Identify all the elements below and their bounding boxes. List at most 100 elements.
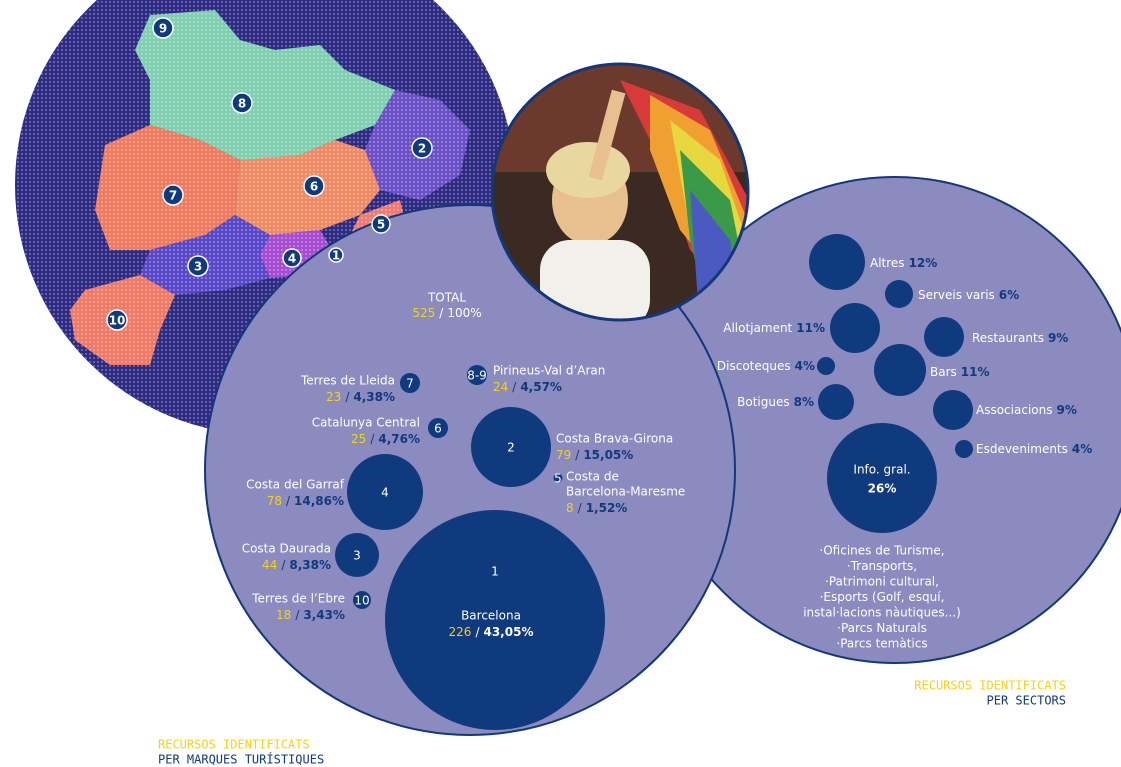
- sector-bubble: [955, 440, 973, 458]
- map-marker-label: 1: [332, 249, 340, 263]
- value-line: 8 /1,52%: [566, 501, 627, 515]
- map-marker-label: 8: [238, 97, 246, 111]
- caption-line: RECURSOS IDENTIFICATS: [914, 679, 1066, 693]
- brand-id: 6: [434, 422, 442, 436]
- map-marker-label: 7: [169, 189, 177, 203]
- sector-percent: 6%: [999, 288, 1019, 302]
- brand-id: 1: [491, 565, 499, 579]
- brand-id: 5: [554, 472, 562, 486]
- brand-id: 2: [507, 441, 515, 455]
- map-marker: [328, 247, 344, 263]
- brand-id: 10: [354, 594, 369, 608]
- sector-percent: 11%: [961, 365, 990, 379]
- value-line: 25 /4,76%: [351, 432, 420, 446]
- map-marker-label: 4: [288, 252, 296, 266]
- sector-name: Bars: [930, 365, 957, 379]
- brand-id: 3: [353, 549, 361, 563]
- count: 18: [276, 608, 291, 622]
- separator: /: [439, 306, 444, 320]
- value-line: 24 /4,57%: [493, 380, 562, 394]
- brand-name: Costa Brava-Girona: [556, 432, 673, 446]
- sector-bubble: [924, 317, 964, 357]
- value-line: 79 /15,05%: [556, 448, 633, 462]
- brand-name: Terres de l’Ebre: [251, 592, 345, 606]
- value-line: 23 /4,38%: [326, 390, 395, 404]
- brand-id: 8-9: [467, 369, 487, 383]
- caption-line: PER MARQUES TURÍSTIQUES: [158, 752, 324, 767]
- percent: 1,52%: [586, 501, 628, 515]
- sector-percent: 11%: [796, 321, 825, 335]
- brand-bubble: [385, 510, 605, 730]
- sector-note: ·Transports,: [847, 559, 917, 573]
- sector-bubble: [809, 234, 865, 290]
- sector-label: Esdeveniments 4%: [976, 442, 1092, 456]
- sector-label: Bars 11%: [930, 365, 990, 379]
- sector-label: Altres 12%: [870, 256, 937, 270]
- percent: 4,38%: [353, 390, 395, 404]
- map-marker-label: 6: [310, 180, 318, 194]
- sector-note: ·Parcs temàtics: [836, 637, 927, 651]
- sector-note: ·Oficines de Turisme,: [819, 544, 944, 558]
- sector-percent: 12%: [909, 256, 938, 270]
- value-line: 78 /14,86%: [267, 494, 344, 508]
- percent: 3,43%: [303, 608, 345, 622]
- sector-note: ·Parcs Naturals: [837, 621, 927, 635]
- sector-label: Associacions 9%: [976, 403, 1077, 417]
- sector-bubble: [874, 344, 926, 396]
- sector-label: Serveis varis 6%: [918, 288, 1019, 302]
- sector-name: Allotjament: [723, 321, 792, 335]
- sector-percent: 9%: [1056, 403, 1076, 417]
- sector-note: instal·lacions nàutiques...): [803, 606, 961, 620]
- separator: /: [345, 390, 350, 404]
- caption-line: RECURSOS IDENTIFICATS: [158, 738, 310, 752]
- sector-bubble: [827, 423, 937, 533]
- separator: /: [286, 494, 291, 508]
- sector-name: Restaurants: [972, 331, 1044, 345]
- brand-bubble: [353, 591, 371, 609]
- value-line: 226/43,05%: [449, 625, 534, 639]
- map-marker-label: 9: [159, 22, 167, 36]
- percent: 4,76%: [378, 432, 420, 446]
- separator: /: [281, 558, 286, 572]
- sector-name: Info. gral.: [853, 463, 910, 477]
- sector-note: ·Patrimoni cultural,: [825, 575, 939, 589]
- sector-label: Restaurants 9%: [972, 331, 1068, 345]
- count: 24: [493, 380, 508, 394]
- separator: /: [370, 432, 375, 446]
- percent: 14,86%: [294, 494, 344, 508]
- map-marker-label: 3: [194, 260, 202, 274]
- count: 23: [326, 390, 341, 404]
- brand-name: Barcelona-Maresme: [566, 485, 685, 499]
- photo: [490, 62, 750, 322]
- map-marker-label: 5: [377, 218, 385, 232]
- map-marker: [152, 17, 174, 39]
- brand-name: Catalunya Central: [312, 416, 420, 430]
- sector-name: Botigues: [737, 395, 789, 409]
- sector-bubble: [933, 390, 973, 430]
- separator: /: [475, 625, 480, 639]
- sector-bubble: [817, 357, 835, 375]
- percent: 100%: [447, 306, 481, 320]
- sector-bubble: [885, 280, 913, 308]
- sector-percent: 8%: [794, 395, 814, 409]
- brand-name: Costa Daurada: [242, 542, 331, 556]
- percent: 15,05%: [583, 448, 633, 462]
- brand-bubble: [335, 533, 379, 577]
- separator: /: [578, 501, 583, 515]
- map-marker: [411, 137, 433, 159]
- brand-bubble: [347, 454, 423, 530]
- sector-percent: 26%: [868, 482, 897, 496]
- brand-name: Terres de Lleida: [300, 374, 395, 388]
- count: 226: [449, 625, 472, 639]
- brand-name: Costa de: [566, 470, 619, 484]
- brand-name: Barcelona: [461, 609, 521, 623]
- sector-percent: 4%: [1072, 442, 1092, 456]
- map-marker-label: 2: [418, 142, 426, 156]
- percent: 4,57%: [520, 380, 562, 394]
- map-marker: [303, 175, 325, 197]
- total-label: TOTAL: [427, 291, 466, 305]
- sector-name: Altres: [870, 256, 905, 270]
- sector-name: Esdeveniments: [976, 442, 1068, 456]
- brand-name: Costa del Garraf: [246, 478, 345, 492]
